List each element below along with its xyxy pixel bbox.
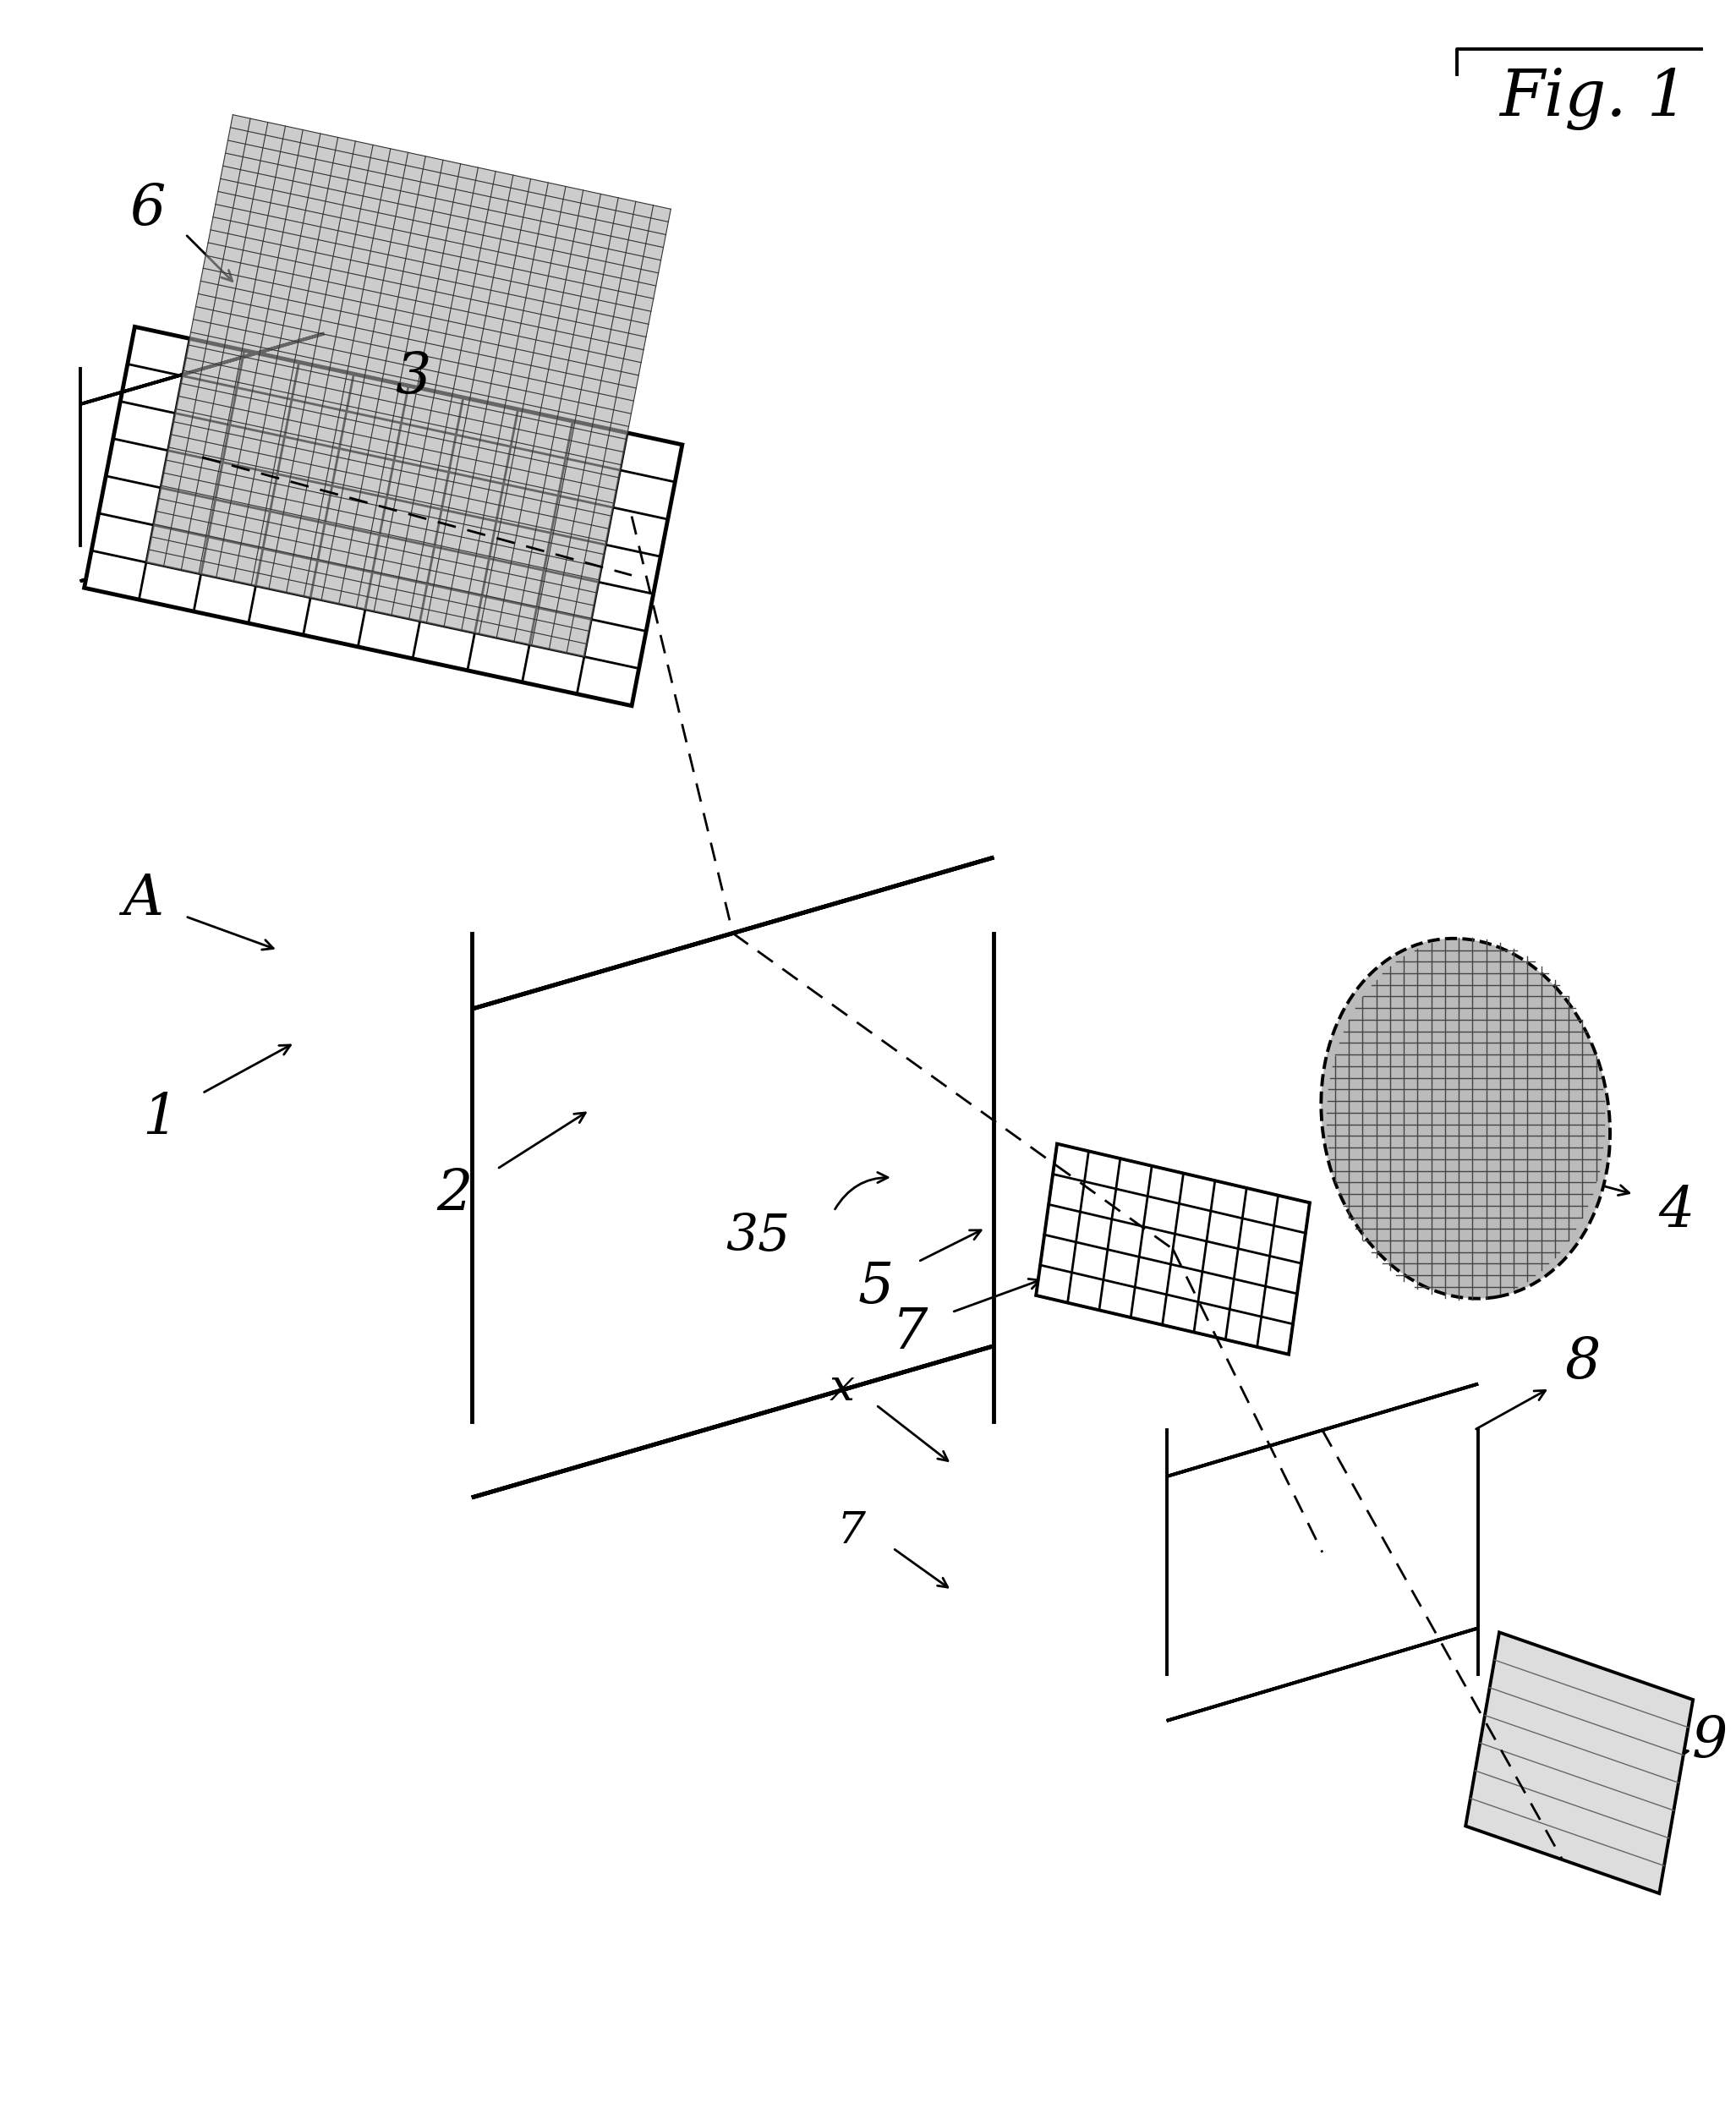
Polygon shape <box>80 334 325 404</box>
Polygon shape <box>80 510 325 580</box>
Polygon shape <box>1167 1383 1479 1477</box>
Polygon shape <box>1036 1143 1309 1354</box>
Text: 9: 9 <box>1693 1715 1727 1770</box>
Polygon shape <box>80 370 325 546</box>
Polygon shape <box>472 1345 995 1498</box>
Text: 1: 1 <box>142 1090 179 1145</box>
Text: 5: 5 <box>858 1260 894 1315</box>
Text: A: A <box>123 871 163 926</box>
Polygon shape <box>472 856 995 1009</box>
Text: x: x <box>830 1366 856 1409</box>
Text: 4: 4 <box>1658 1184 1694 1239</box>
Text: 7: 7 <box>837 1509 865 1553</box>
Polygon shape <box>1167 1430 1479 1674</box>
Polygon shape <box>1465 1632 1693 1893</box>
Text: 2: 2 <box>437 1167 472 1222</box>
Text: 6: 6 <box>130 181 165 236</box>
Polygon shape <box>1167 1628 1479 1721</box>
Text: 7: 7 <box>892 1305 927 1360</box>
Text: 3: 3 <box>394 351 431 406</box>
Ellipse shape <box>1321 939 1609 1298</box>
Polygon shape <box>85 327 682 706</box>
Text: Fig. 1: Fig. 1 <box>1500 68 1687 130</box>
Text: 35: 35 <box>726 1211 790 1260</box>
Text: 8: 8 <box>1566 1334 1601 1390</box>
Polygon shape <box>472 933 995 1422</box>
Polygon shape <box>146 115 670 657</box>
